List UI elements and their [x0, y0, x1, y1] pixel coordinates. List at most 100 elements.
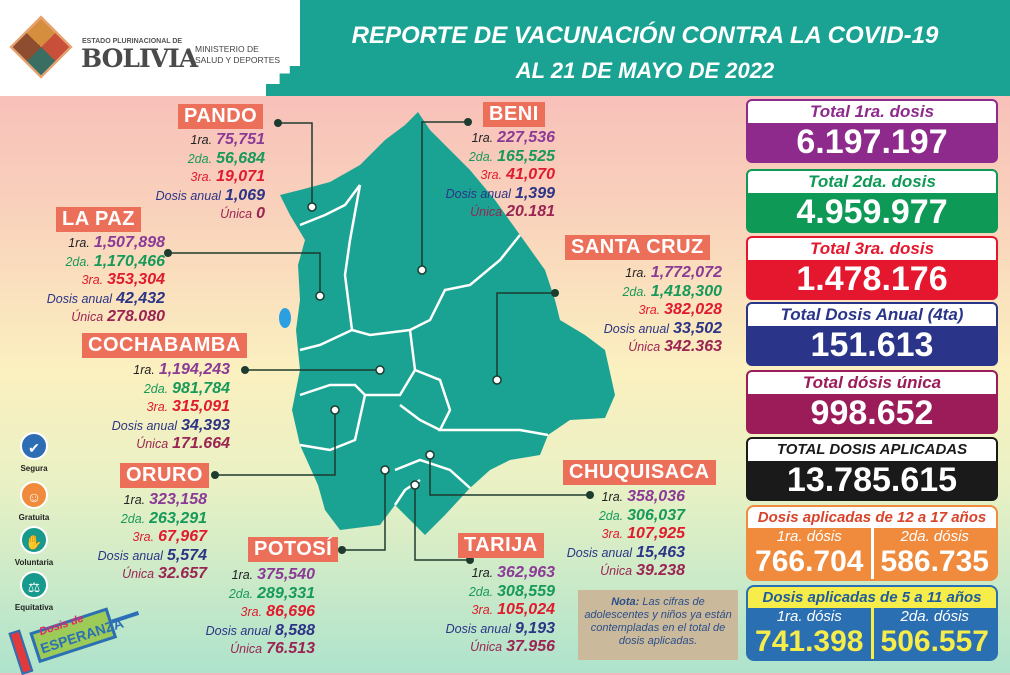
- dose-value: 75,751: [216, 131, 265, 148]
- dose-row: Única 37.956: [446, 638, 555, 657]
- dose-label: Dosis anual: [445, 621, 511, 636]
- dose-label: Dosis anual: [445, 186, 511, 201]
- dose-value: 362,963: [497, 564, 555, 581]
- badge-label-equitativa: Equitativa: [14, 603, 54, 612]
- dose-row: 3ra. 19,071: [156, 168, 265, 187]
- dose-row: 1ra. 362,963: [446, 564, 555, 583]
- dept-stats-chuquisaca: 1ra. 358,036 2da. 306,037 3ra. 107,925 Dosis a…: [567, 488, 685, 581]
- total-value: 998.652: [810, 394, 934, 432]
- dose-label: Dosis anual: [205, 623, 271, 638]
- dose-label: 3ra.: [480, 168, 503, 182]
- dose-row: 1ra. 227,536: [446, 129, 555, 148]
- dose-value: 56,684: [216, 149, 265, 167]
- dose-row: Única 171.664: [112, 435, 230, 454]
- dose-label: 3ra.: [81, 273, 104, 287]
- dose-row: 1ra. 323,158: [98, 491, 207, 510]
- dose-row: 2da. 308,559: [446, 583, 555, 602]
- scales-icon: ⚖: [20, 571, 48, 599]
- dept-label-cochabamba: COCHABAMBA: [82, 333, 247, 358]
- total-label: Total 1ra. dosis: [748, 101, 996, 123]
- total-box: Total 2da. dosis 4.959.977: [746, 169, 998, 233]
- dept-label-oruro: ORURO: [120, 463, 209, 488]
- dose-row: 2da. 263,291: [98, 510, 207, 529]
- note-bold: Nota:: [611, 596, 640, 608]
- dose-row: 1ra. 1,772,072: [604, 264, 722, 283]
- dept-stats-lapaz: 1ra. 1,507,898 2da. 1,170,466 3ra. 353,304 Dos…: [47, 234, 165, 327]
- dose-value: 41,070: [506, 166, 555, 183]
- dose-row: 2da. 165,525: [446, 148, 555, 167]
- ministry-line1: MINISTERIO DE: [195, 44, 259, 54]
- dose-row: 1ra. 1,194,243: [112, 361, 230, 380]
- logo-estado-text: ESTADO PLURINACIONAL DE: [82, 38, 183, 45]
- dose-value: 32.657: [158, 565, 207, 582]
- dose-row: 2da. 981,784: [112, 380, 230, 399]
- badge-label-voluntaria: Voluntaria: [14, 558, 54, 567]
- dose-value: 981,784: [172, 379, 230, 397]
- dose-value: 9,193: [514, 619, 555, 637]
- dose-row: Única 0: [156, 205, 265, 224]
- dose-label: Única: [136, 437, 169, 451]
- age-5-11-box: Dosis aplicadas de 5 a 11 años 1ra. dósi…: [746, 585, 998, 661]
- dept-label-beni: BENI: [483, 102, 545, 127]
- badge-label-gratuita: Gratuita: [18, 513, 50, 522]
- dept-label-tarija: TARIJA: [458, 533, 544, 558]
- dose-row: 3ra. 41,070: [446, 166, 555, 185]
- dose-value: 67,967: [158, 528, 207, 545]
- dose-row: Dosis anual 8,588: [206, 622, 315, 641]
- dose-value: 308,559: [497, 582, 555, 600]
- page-subtitle: AL 21 DE MAYO DE 2022: [515, 58, 775, 83]
- dose-row: 2da. 289,331: [206, 585, 315, 604]
- dose-value: 227,536: [497, 129, 555, 146]
- ministry-name: MINISTERIO DE SALUD Y DEPORTES: [195, 44, 280, 66]
- dose-label: Única: [122, 567, 155, 581]
- department-borders: [299, 184, 549, 506]
- dose-value: 105,024: [497, 601, 555, 618]
- dose-label: Única: [600, 564, 633, 578]
- dose-row: 2da. 56,684: [156, 150, 265, 169]
- total-box: Total 1ra. dosis 6.197.197: [746, 99, 998, 163]
- dose-label: Única: [470, 640, 503, 654]
- dose-value: 39.238: [636, 562, 685, 579]
- dept-stats-pando: 1ra. 75,751 2da. 56,684 3ra. 19,071 Dosis anua…: [156, 131, 265, 224]
- dose-row: 2da. 306,037: [567, 507, 685, 526]
- dose-row: Dosis anual 34,393: [112, 417, 230, 436]
- dept-stats-beni: 1ra. 227,536 2da. 165,525 3ra. 41,070 Dosis an…: [446, 129, 555, 222]
- dose-value: 1,507,898: [93, 234, 165, 251]
- dose-row: 1ra. 375,540: [206, 566, 315, 585]
- dose-value: 1,170,466: [93, 252, 165, 270]
- shield-check-icon: ✔: [20, 432, 48, 460]
- dose-label: 2da.: [143, 381, 169, 396]
- dose-label: 2da.: [187, 151, 213, 166]
- logo-bolivia-text: BOLIVIA: [81, 44, 198, 73]
- dose-label: Dosis anual: [566, 545, 633, 560]
- note-box: Nota: Las cifras de adolescentes y niños…: [578, 590, 738, 660]
- age-5-11-second-value: 506.557: [880, 625, 989, 658]
- dose-label: 3ra.: [190, 170, 213, 184]
- dose-row: 3ra. 105,024: [446, 601, 555, 620]
- dept-stats-oruro: 1ra. 323,158 2da. 263,291 3ra. 67,967 Dosis an…: [98, 491, 207, 584]
- dose-value: 42,432: [116, 289, 165, 307]
- dose-label: Dosis anual: [46, 291, 113, 306]
- age-5-11-first-value: 741.398: [755, 625, 864, 658]
- dose-value: 353,304: [107, 271, 165, 288]
- dose-value: 358,036: [627, 488, 685, 505]
- dose-label: 2da.: [228, 586, 254, 601]
- dose-row: 1ra. 75,751: [156, 131, 265, 150]
- dept-label-lapaz: LA PAZ: [56, 207, 141, 232]
- dose-row: 3ra. 86,696: [206, 603, 315, 622]
- dose-label: 2da.: [622, 284, 647, 299]
- header-logo-area: ESTADO PLURINACIONAL DE BOLIVIA MINISTER…: [0, 0, 300, 96]
- dose-value: 86,696: [266, 603, 315, 620]
- dose-row: Única 76.513: [206, 640, 315, 659]
- total-value: 1.478.176: [796, 260, 948, 298]
- page-title: REPORTE DE VACUNACIÓN CONTRA LA COVID-19: [351, 22, 939, 49]
- dose-label: Única: [628, 340, 661, 354]
- dose-value: 0: [256, 205, 265, 222]
- dose-label: 3ra.: [601, 527, 624, 541]
- dose-value: 37.956: [506, 638, 555, 655]
- total-box: TOTAL DOSIS APLICADAS 13.785.615: [746, 437, 998, 501]
- dept-label-santacruz: SANTA CRUZ: [565, 235, 710, 260]
- dose-label: 1ra.: [471, 566, 494, 580]
- dose-label: 2da.: [468, 584, 494, 599]
